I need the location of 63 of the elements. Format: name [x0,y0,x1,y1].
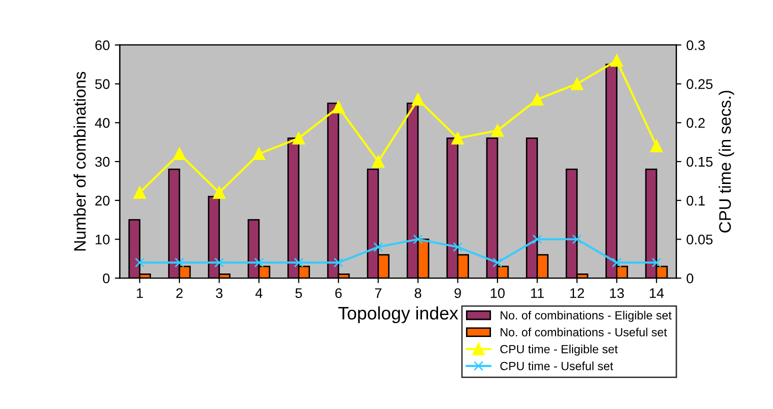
y2-tick-label: 0.2 [686,118,705,128]
point [134,258,145,268]
point [610,54,623,67]
point [413,234,423,244]
x-tick-label: 13 [610,288,624,298]
y-tick-label: 10 [96,234,110,244]
y2-axis-title: CPU time (in secs.) [718,90,734,232]
x-tick-label: 9 [454,288,461,298]
point [492,258,502,268]
point [650,140,663,152]
point [212,186,226,199]
point [174,258,184,268]
y-axis-title: Number of combinations [74,72,86,250]
y-tick-label: 50 [95,79,110,90]
legend-label: CPU time - Useful set [500,362,614,370]
x-axis-title: Topology index [338,306,458,324]
point [570,78,584,90]
y2-tick-label: 0 [686,273,694,284]
x-tick-label: 2 [176,288,183,298]
point [252,148,266,160]
y2-tick-label: 0.05 [686,234,713,244]
x-tick-label: 4 [255,288,262,298]
x-tick-label: 3 [216,288,222,298]
x-tick-label: 11 [531,288,544,298]
point [332,100,345,114]
point [451,132,464,144]
y-tick-label: 40 [94,118,110,128]
x-tick-label: 14 [650,288,664,298]
point [214,258,224,268]
point [412,93,424,106]
y2-tick-label: 0.25 [686,79,713,90]
point [491,124,504,137]
point [254,258,264,268]
point [572,234,582,244]
y2-tick-label: 0.15 [686,156,713,167]
point [612,258,622,268]
x-tick-label: 1 [136,288,143,298]
point [532,234,542,244]
point [294,258,304,268]
y-tick-label: 30 [95,156,110,167]
y-tick-label: 20 [95,196,110,206]
x-tick-label: 12 [570,288,584,298]
legend-label: No. of combinations - Useful set [500,328,667,336]
x-tick-label: 5 [295,288,302,298]
point [373,242,384,252]
point [292,132,305,144]
x-tick-label: 10 [490,288,505,298]
y-tick-label: 60 [95,40,110,50]
y2-tick-label: 0.1 [686,196,705,206]
y-tick-label: 0 [102,273,110,284]
point [530,93,544,106]
point [173,148,186,160]
x-tick-label: 7 [375,288,382,298]
x-tick-label: 8 [414,288,422,298]
y2-tick-label: 0.3 [686,40,705,50]
x-tick-label: 6 [335,288,342,298]
point [372,155,384,168]
point [133,186,146,199]
point [452,242,463,252]
point [652,258,662,268]
legend-label: No. of combinations - Eligible set [500,310,672,322]
legend-label: CPU time - Eligible set [500,344,618,356]
point [334,258,344,268]
